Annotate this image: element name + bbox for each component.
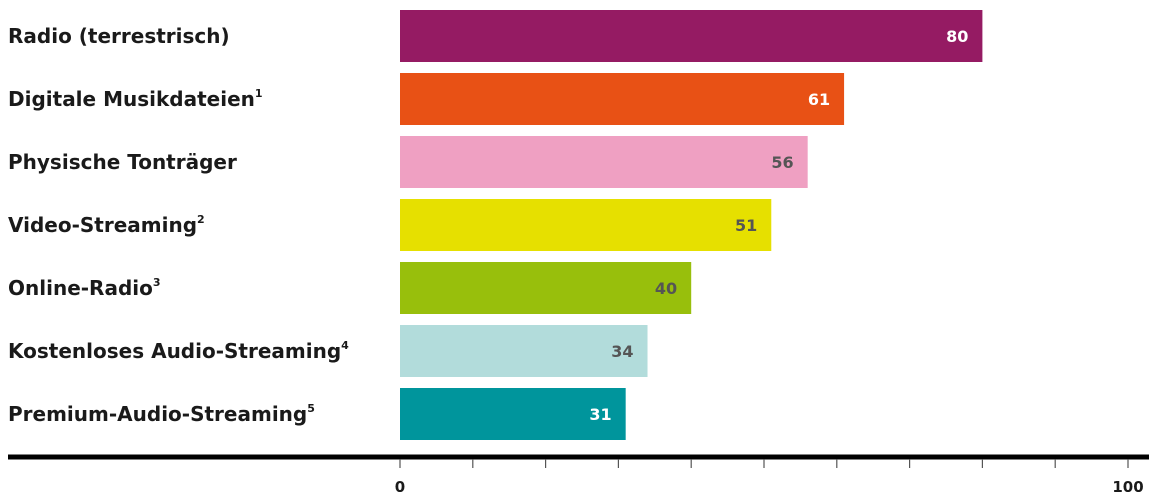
x-axis: 0 100 [8,454,1149,494]
category-label: Digitale Musikdateien1 [8,87,263,111]
x-tick-label: 0 [395,478,405,494]
bar-value-label: 40 [655,279,677,298]
bar-value-label: 61 [808,90,830,109]
bar-value-label: 34 [611,342,633,361]
category-label-text: Premium-Audio-Streaming [8,402,307,426]
bar-value-label: 80 [946,27,968,46]
bars-group [400,10,983,440]
category-label: Premium-Audio-Streaming5 [8,402,315,426]
footnote-marker: 2 [197,213,205,226]
value-labels-group: 80 61 56 51 40 34 31 [589,27,968,424]
bar [400,136,808,188]
bar-value-label: 56 [771,153,793,172]
x-tick-label: 100 [1112,478,1143,494]
category-labels-group: Radio (terrestrisch) Digitale Musikdateie… [8,24,349,426]
category-label-text: Radio (terrestrisch) [8,24,230,48]
bar [400,10,983,62]
bar-value-label: 31 [589,405,611,424]
category-label: Video-Streaming2 [8,213,205,237]
category-label: Kostenloses Audio-Streaming4 [8,339,349,363]
category-label-text: Physische Tonträger [8,150,237,174]
bar [400,199,772,251]
category-label: Online-Radio3 [8,276,161,300]
category-label-text: Online-Radio [8,276,153,300]
bar-value-label: 51 [735,216,757,235]
category-label-text: Digitale Musikdateien [8,87,255,111]
footnote-marker: 1 [255,87,263,100]
bar [400,388,626,440]
category-label: Radio (terrestrisch) [8,24,230,48]
bar [400,73,845,125]
category-label-text: Kostenloses Audio-Streaming [8,339,341,363]
footnote-marker: 3 [153,276,161,289]
bar [400,325,648,377]
footnote-marker: 5 [307,402,315,415]
category-label-text: Video-Streaming [8,213,197,237]
footnote-marker: 4 [341,339,349,352]
category-label: Physische Tonträger [8,150,237,174]
bar [400,262,692,314]
